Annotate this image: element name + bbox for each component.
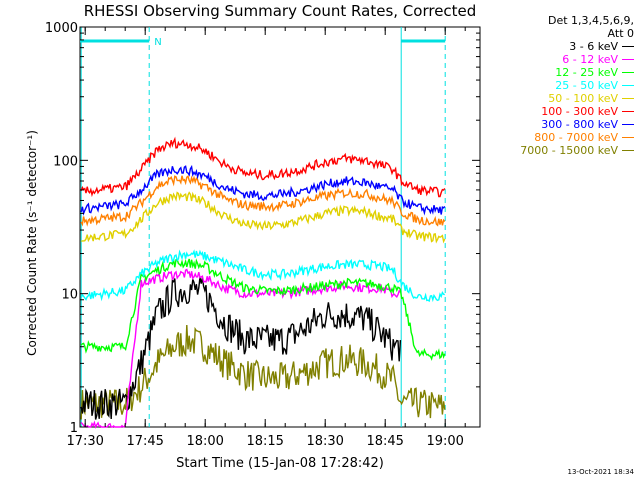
legend-swatch: [622, 59, 634, 60]
y-tick-label: 1000: [45, 21, 78, 36]
series-line: [80, 324, 446, 420]
series-layer: [80, 136, 446, 429]
footer-timestamp: 13-Oct-2021 18:34: [567, 468, 634, 476]
legend-label: 800 - 7000 keV: [534, 131, 618, 144]
y-tick-label: 1: [70, 421, 78, 436]
legend-label: 300 - 800 keV: [541, 118, 618, 131]
legend-swatch: [622, 150, 634, 151]
legend-item: 25 - 50 keV: [486, 79, 634, 92]
x-tick-label: 19:00: [426, 434, 463, 449]
legend-label: 100 - 300 keV: [541, 105, 618, 118]
legend-swatch: [622, 124, 634, 125]
legend-label: 12 - 25 keV: [555, 66, 618, 79]
legend-item: 800 - 7000 keV: [486, 131, 634, 144]
legend-label: 6 - 12 keV: [562, 53, 618, 66]
y-tick-label: 100: [53, 154, 78, 169]
legend-item: 300 - 800 keV: [486, 118, 634, 131]
series-line: [80, 175, 446, 227]
legend-label: 50 - 100 keV: [548, 92, 618, 105]
legend-swatch: [622, 85, 634, 86]
legend-swatch: [622, 111, 634, 112]
series-line: [80, 191, 446, 244]
series-line: [80, 136, 446, 198]
axes: 17:30 17:45 18:00 18:15 18:30 18:45 19:00 1 10 10…: [45, 21, 480, 449]
legend-swatch: [622, 137, 634, 138]
x-tick-label: 18:45: [366, 434, 403, 449]
legend-header-line: Att 0: [607, 27, 634, 40]
x-tick-label: 17:30: [66, 434, 103, 449]
series-line: [80, 249, 445, 303]
legend-item: 12 - 25 keV: [486, 66, 634, 79]
legend-header-line: Det 1,3,4,5,6,9,: [547, 14, 634, 27]
x-tick-label: 18:00: [186, 434, 223, 449]
chart-title: RHESSI Observing Summary Count Rates, Co…: [84, 2, 477, 20]
x-tick-label: 18:15: [246, 434, 283, 449]
series-line: [80, 276, 402, 420]
legend-label: 25 - 50 keV: [555, 79, 618, 92]
series-line: [80, 258, 446, 361]
legend-item: 50 - 100 keV: [486, 92, 634, 105]
legend-swatch: [622, 72, 634, 73]
series-line: [80, 164, 446, 216]
legend-item: 6 - 12 keV: [486, 53, 634, 66]
plot-frame: [79, 26, 481, 428]
x-tick-label: 17:45: [126, 434, 163, 449]
legend-item: 3 - 6 keV: [486, 40, 634, 53]
legend-label: 7000 - 15000 keV: [520, 144, 618, 157]
legend-item: 100 - 300 keV: [486, 105, 634, 118]
legend-label: 3 - 6 keV: [569, 40, 618, 53]
legend-item: 7000 - 15000 keV: [486, 144, 634, 157]
legend-swatch: [622, 98, 634, 99]
flag-label: N: [154, 37, 161, 48]
y-axis-label: Corrected Count Rate (s⁻¹ detector⁻¹): [25, 130, 39, 356]
x-tick-label: 18:30: [306, 434, 343, 449]
y-tick-label: 10: [61, 288, 78, 303]
x-axis-label: Start Time (15-Jan-08 17:28:42): [176, 456, 384, 471]
legend-swatch: [622, 46, 634, 47]
legend: Det 1,3,4,5,6,9, Att 0 3 - 6 keV 6 - 12 k…: [486, 14, 634, 157]
